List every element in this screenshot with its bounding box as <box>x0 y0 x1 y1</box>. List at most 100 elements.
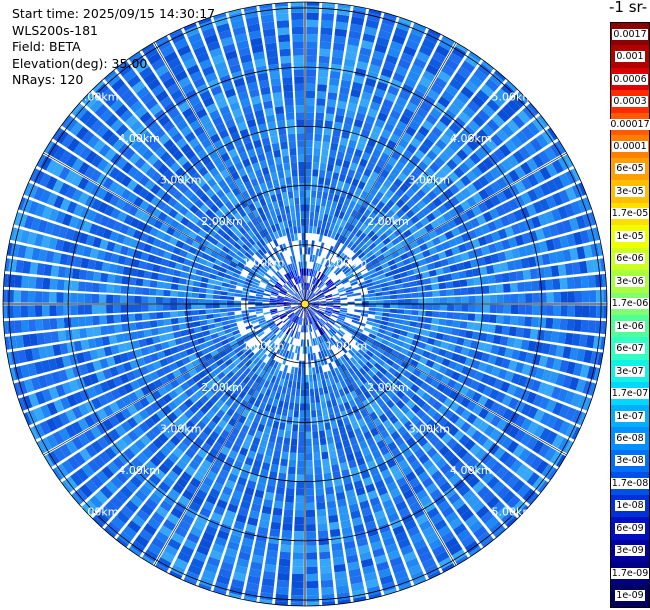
range-gate <box>237 278 246 284</box>
range-gate <box>149 280 158 288</box>
range-gate <box>62 381 73 395</box>
ray <box>52 127 305 304</box>
range-gate <box>219 250 228 258</box>
range-gate <box>115 471 129 485</box>
range-gate <box>360 255 369 262</box>
range-gate <box>220 291 228 296</box>
range-gate <box>587 320 596 334</box>
range-gate <box>200 182 211 193</box>
range-gate <box>235 513 247 524</box>
range-gate <box>473 277 482 286</box>
range-gate <box>474 447 487 461</box>
range-gate <box>283 364 289 373</box>
range-gate <box>469 152 482 165</box>
range-gate <box>250 503 262 513</box>
range-gate <box>424 167 436 178</box>
range-gate <box>177 304 185 311</box>
range-gate <box>156 319 165 327</box>
range-gate <box>359 440 368 450</box>
range-gate <box>244 251 252 260</box>
ray <box>305 70 506 304</box>
range-gate <box>106 133 120 147</box>
range-gate <box>319 301 327 304</box>
range-gate <box>175 240 185 249</box>
range-gate <box>365 238 374 247</box>
range-gate <box>227 237 237 246</box>
range-gate <box>6 305 14 319</box>
range-gate <box>305 289 307 297</box>
range-gate <box>121 434 134 447</box>
range-gate <box>199 404 210 415</box>
range-gate <box>394 188 405 198</box>
range-gate <box>330 263 337 271</box>
range-gate <box>307 310 312 317</box>
range-gate <box>170 290 178 297</box>
range-gate <box>239 470 250 480</box>
range-gate <box>270 405 277 414</box>
range-gate <box>205 410 216 420</box>
range-gate <box>261 93 272 103</box>
range-gate <box>258 369 266 378</box>
range-gate <box>249 155 259 165</box>
range-gate <box>125 94 139 108</box>
range-gate <box>301 374 305 383</box>
range-gate <box>199 482 211 494</box>
range-gate <box>489 521 504 536</box>
range-gate <box>300 317 303 326</box>
range-gate <box>413 538 427 551</box>
range-gate <box>510 282 518 293</box>
range-gate <box>291 19 304 28</box>
range-gate <box>273 361 279 369</box>
range-gate <box>105 480 119 495</box>
range-gate <box>275 283 282 289</box>
range-gate <box>270 77 281 87</box>
range-gate <box>331 398 338 407</box>
ray <box>317 309 581 440</box>
range-gate <box>529 268 539 280</box>
range-gate <box>305 410 311 418</box>
range-gate <box>257 270 265 277</box>
range-gate <box>66 201 78 214</box>
range-gate <box>236 361 245 370</box>
range-gate <box>305 90 316 99</box>
range-gate <box>590 243 600 258</box>
range-gate <box>420 381 430 392</box>
range-gate <box>345 342 353 350</box>
range-gate <box>92 360 102 372</box>
range-gate <box>291 300 299 303</box>
range-gate <box>501 394 513 407</box>
range-gate <box>478 332 488 342</box>
range-gate <box>127 286 136 295</box>
range-gate <box>405 471 417 482</box>
range-gate <box>459 321 468 329</box>
range-gate <box>282 349 287 357</box>
range-gate <box>227 250 236 258</box>
range-gate <box>366 265 375 272</box>
range-gate <box>533 424 546 438</box>
range-gate <box>443 450 456 462</box>
range-gate <box>290 438 298 446</box>
range-gate <box>353 74 365 85</box>
range-gate <box>250 421 259 430</box>
range-gate <box>257 288 265 293</box>
range-gate <box>178 365 188 375</box>
range-gate <box>311 190 317 198</box>
range-gate <box>77 161 90 176</box>
range-gate <box>84 93 99 109</box>
range-gate <box>68 379 80 393</box>
range-gate <box>415 252 425 261</box>
range-gate <box>247 171 257 181</box>
range-gate <box>441 358 451 367</box>
range-gate <box>305 133 314 141</box>
range-gate <box>329 450 337 459</box>
range-gate <box>78 192 90 205</box>
range-gate <box>410 183 421 193</box>
range-gate <box>356 60 369 71</box>
range-gate <box>351 373 359 382</box>
range-gate <box>270 427 278 436</box>
range-gate <box>283 509 294 517</box>
range-gate <box>403 287 411 294</box>
range-gate <box>335 268 342 276</box>
range-gate <box>177 441 189 453</box>
range-gate <box>329 377 336 385</box>
